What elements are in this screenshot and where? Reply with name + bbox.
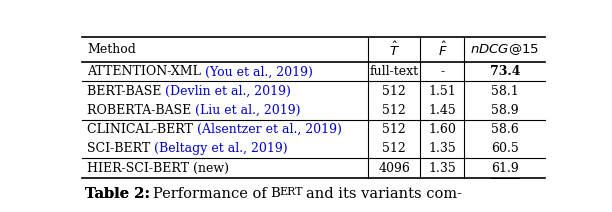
Text: 4096: 4096 <box>378 162 410 175</box>
Text: 512: 512 <box>382 85 406 98</box>
Text: ROBERTA-BASE: ROBERTA-BASE <box>87 104 195 117</box>
Text: $nDCG@15$: $nDCG@15$ <box>470 42 539 57</box>
Text: 1.35: 1.35 <box>428 142 457 155</box>
Text: 61.9: 61.9 <box>491 162 518 175</box>
Text: Table 2:: Table 2: <box>84 187 149 201</box>
Text: (Beltagy et al., 2019): (Beltagy et al., 2019) <box>154 142 288 155</box>
Text: Performance of: Performance of <box>154 187 267 201</box>
Text: 73.4: 73.4 <box>490 65 520 78</box>
Text: Method: Method <box>87 43 136 56</box>
Text: full-text: full-text <box>370 65 419 78</box>
Text: B: B <box>270 187 280 200</box>
Text: 58.1: 58.1 <box>491 85 518 98</box>
Text: Table 2:: Table 2: <box>84 187 149 201</box>
Text: ERT: ERT <box>280 187 303 197</box>
Text: 1.60: 1.60 <box>428 123 457 136</box>
Text: (Alsentzer et al., 2019): (Alsentzer et al., 2019) <box>197 123 341 136</box>
Text: 1.45: 1.45 <box>428 104 457 117</box>
Text: (Devlin et al., 2019): (Devlin et al., 2019) <box>165 85 291 98</box>
Text: CLINICAL-BERT: CLINICAL-BERT <box>87 123 197 136</box>
Text: 1.51: 1.51 <box>428 85 457 98</box>
Text: $\hat{T}$: $\hat{T}$ <box>389 40 400 59</box>
Text: ATTENTION-XML: ATTENTION-XML <box>87 65 205 78</box>
Text: 58.6: 58.6 <box>491 123 518 136</box>
Text: HIER-SCI-BERT (new): HIER-SCI-BERT (new) <box>87 162 229 175</box>
Text: 512: 512 <box>382 142 406 155</box>
Text: $\hat{F}$: $\hat{F}$ <box>438 40 447 59</box>
Text: 60.5: 60.5 <box>491 142 518 155</box>
Text: SCI-BERT: SCI-BERT <box>87 142 154 155</box>
Text: (Liu et al., 2019): (Liu et al., 2019) <box>195 104 300 117</box>
Text: (You et al., 2019): (You et al., 2019) <box>205 65 313 78</box>
Text: 512: 512 <box>382 104 406 117</box>
Text: -: - <box>441 65 444 78</box>
Text: and its variants com-: and its variants com- <box>306 187 462 201</box>
Text: 58.9: 58.9 <box>491 104 518 117</box>
Text: 512: 512 <box>382 123 406 136</box>
Text: BERT-BASE: BERT-BASE <box>87 85 165 98</box>
Text: 1.35: 1.35 <box>428 162 457 175</box>
